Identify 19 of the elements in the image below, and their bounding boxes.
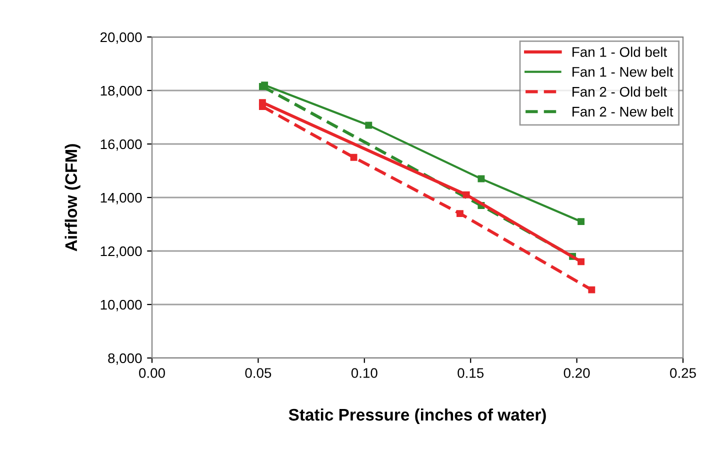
x-tick-label: 0.25 [670,368,696,378]
y-tick-label: 14,000 [100,192,142,204]
y-axis-title: Airflow (CFM) [64,144,80,252]
x-tick-label: 0.20 [564,368,590,378]
y-tick-label: 16,000 [100,139,142,151]
legend-label: Fan 1 - New belt [572,66,674,77]
y-tick-label: 8,000 [108,353,142,365]
x-tick-label: 0.15 [458,368,484,378]
legend-label: Fan 1 - Old belt [572,46,668,57]
y-tick-label: 10,000 [100,300,142,312]
y-tick-label: 18,000 [100,86,142,98]
legend-label: Fan 2 - New belt [572,106,674,117]
x-tick-label: 0.00 [139,368,165,378]
x-tick-label: 0.05 [245,368,272,378]
y-tick-label: 20,000 [100,32,142,44]
x-tick-label: 0.10 [351,368,378,378]
legend-label: Fan 2 - Old belt [572,86,668,97]
x-axis-title: Static Pressure (inches of water) [288,408,546,424]
y-tick-label: 12,000 [100,246,142,258]
